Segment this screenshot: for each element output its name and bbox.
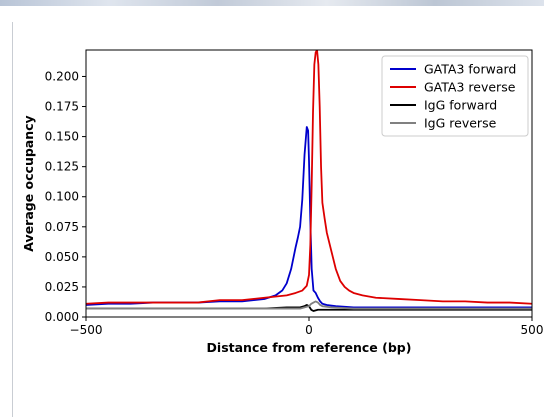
y-tick-label: 0.125 [45, 160, 79, 174]
series-line-gata3-reverse [86, 50, 532, 305]
top-decorative-strip [0, 0, 544, 6]
y-tick-label: 0.000 [45, 310, 79, 324]
x-axis: −500 0 500 [70, 317, 544, 337]
y-tick-label: 0.175 [45, 100, 79, 114]
series-lines [86, 50, 532, 312]
y-tick-label: 0.200 [45, 69, 79, 83]
y-tick-label: 0.100 [45, 190, 79, 204]
y-axis-title: Average occupancy [21, 115, 36, 251]
legend-box [381, 55, 529, 137]
y-tick-label: 0.150 [45, 130, 79, 144]
x-tick-label: −500 [70, 323, 103, 337]
left-divider [12, 22, 13, 417]
legend: GATA3 forward GATA3 reverse IgG forward IgG… [381, 55, 529, 137]
legend-label: GATA3 reverse [424, 80, 516, 95]
legend-label: IgG forward [424, 98, 497, 113]
legend-label: IgG reverse [424, 116, 497, 131]
x-axis-title: Distance from reference (bp) [207, 340, 412, 355]
y-axis: 0.000 0.025 0.050 0.075 0.100 0.125 0.150 0.175… [45, 69, 86, 324]
series-line-igg-reverse [86, 300, 532, 310]
y-tick-label: 0.025 [45, 280, 79, 294]
x-tick-label: 0 [305, 323, 313, 337]
x-tick-label: 500 [521, 323, 544, 337]
series-line-gata3-forward [86, 126, 532, 309]
legend-label: GATA3 forward [424, 62, 516, 77]
y-tick-label: 0.050 [45, 250, 79, 264]
y-tick-label: 0.075 [45, 220, 79, 234]
